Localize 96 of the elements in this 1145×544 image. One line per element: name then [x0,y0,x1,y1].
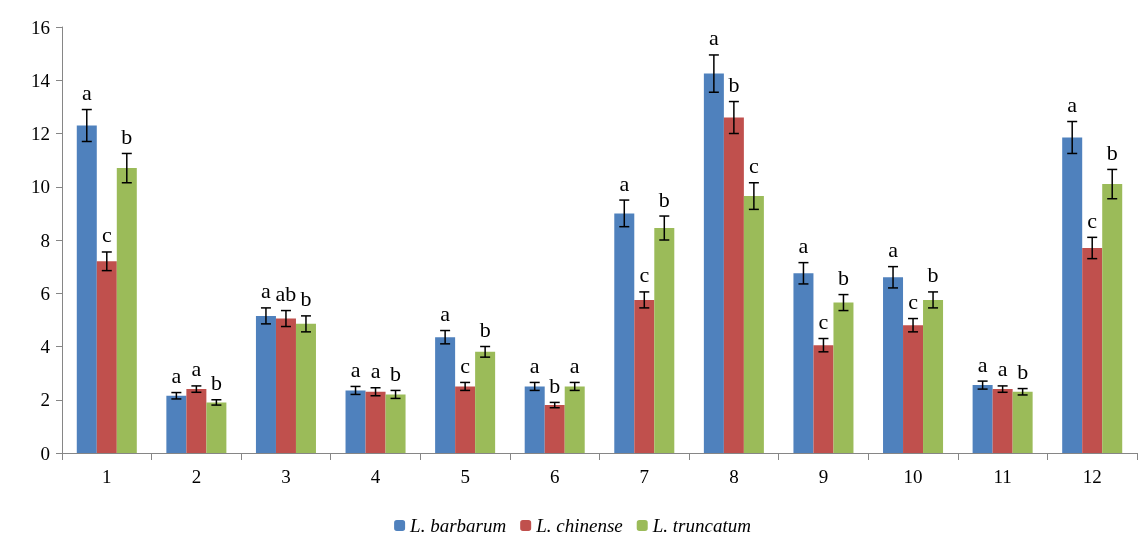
y-tick-label: 8 [40,229,50,251]
bar [793,273,814,453]
legend-label: L. chinense [535,515,623,536]
data-label: b [658,186,670,212]
y-tick-label: 16 [31,16,50,38]
y-tick-label: 10 [31,176,50,198]
bar [883,277,904,453]
data-label: a [440,301,451,327]
bar [1102,184,1123,453]
data-label: b [549,372,561,398]
data-label: b [927,262,939,288]
bar [564,386,585,453]
bar [743,196,764,453]
data-label: a [350,356,361,382]
bar [972,385,993,453]
data-label: a [977,351,988,377]
data-label: a [261,278,272,304]
x-tick-label: 3 [281,466,291,487]
bar [634,299,655,453]
legend-label: L. barbarum [409,515,507,536]
bar [813,345,834,453]
data-label: b [121,123,133,149]
data-label: a [370,358,381,384]
data-label: b [390,360,402,386]
x-tick-label: 9 [818,466,829,487]
data-label: a [81,80,92,106]
x-tick-label: 2 [191,466,202,487]
bar [275,318,296,453]
bar [833,302,854,453]
data-label: b [210,370,222,396]
x-tick-label: 8 [729,466,739,487]
bar [723,117,744,453]
x-tick-label: 10 [903,466,923,487]
data-label: c [639,262,650,288]
data-label: a [191,356,202,382]
bar [255,315,276,453]
bar [76,125,97,453]
y-tick-label: 12 [31,123,50,144]
bar [295,323,316,453]
data-label: a [1067,92,1078,118]
data-label: a [529,352,540,378]
bar [1062,137,1083,453]
bar [96,261,117,453]
x-tick-label: 5 [460,466,470,487]
bar [524,386,545,453]
bar [614,213,635,453]
y-tick-label: 0 [40,442,50,464]
data-label: a [171,363,182,389]
legend-label: L. truncatum [651,515,751,536]
data-label: b [837,265,849,291]
x-tick-label: 11 [993,466,1012,487]
data-label: a [997,356,1008,382]
data-label: a [569,352,580,378]
bar [345,390,366,453]
data-label: c [818,309,829,335]
data-label: b [1017,359,1029,385]
data-label: a [708,25,719,51]
data-label: a [888,237,899,263]
data-label: a [619,170,630,196]
bar [923,299,944,453]
data-label: b [479,317,491,342]
x-tick-label: 1 [102,466,112,487]
x-tick-label: 4 [370,466,381,487]
bar [385,394,406,453]
x-tick-label: 6 [549,466,560,487]
bar [1082,247,1103,453]
data-label: b [728,72,740,98]
bar [992,389,1013,453]
x-tick-label: 7 [639,466,650,487]
y-tick-label: 14 [31,69,51,91]
bar [475,351,496,453]
bar [116,168,137,453]
bar [654,228,675,453]
bar [186,389,207,453]
y-tick-label: 2 [40,389,50,411]
bar [435,337,456,453]
data-label: c [101,222,112,248]
y-tick-label: 6 [40,282,50,304]
data-label: c [749,153,759,179]
x-tick-label: 12 [1082,466,1102,487]
bar [903,325,924,453]
bar [455,386,476,453]
bar [1012,391,1033,453]
data-label: b [300,286,312,312]
data-label: c [908,289,919,315]
data-label: ab [275,281,297,307]
data-label: c [460,352,471,378]
data-label: c [1087,207,1098,233]
bar [703,73,724,453]
bar [206,402,227,453]
data-label: b [1106,139,1118,165]
data-label: a [798,233,809,259]
bar [365,391,386,453]
bar [544,405,565,453]
bar [166,395,187,453]
y-tick-label: 4 [40,336,51,357]
